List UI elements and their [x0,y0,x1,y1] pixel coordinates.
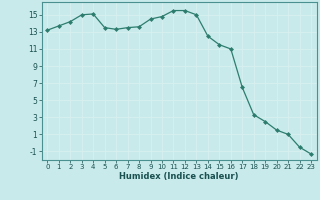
X-axis label: Humidex (Indice chaleur): Humidex (Indice chaleur) [119,172,239,181]
